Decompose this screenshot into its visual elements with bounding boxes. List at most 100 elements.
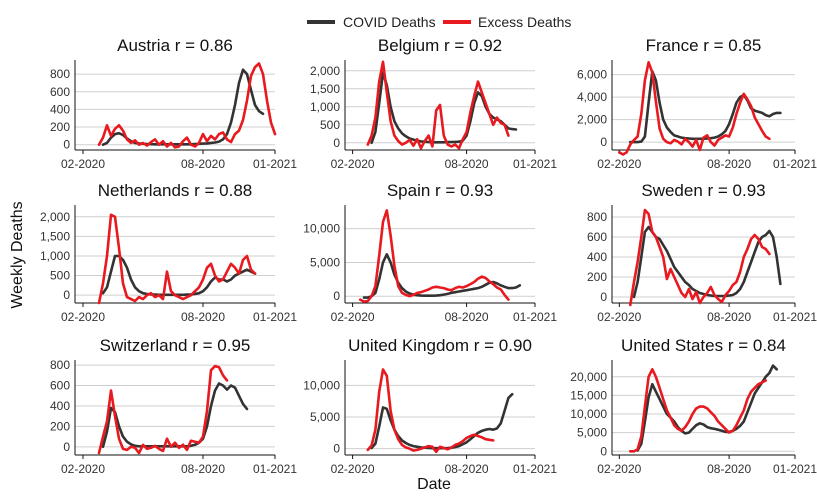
panel-title-united-kingdom: United Kingdom r = 0.90 bbox=[348, 336, 532, 355]
x-tick-label-sweden: 08-2020 bbox=[707, 310, 751, 324]
y-tick-label-netherlands: 2,000 bbox=[40, 210, 70, 224]
panel-netherlands: Netherlands r = 0.88 0 500 1,000 1,500 2,000 0… bbox=[40, 181, 297, 324]
y-tick-label-france: 4,000 bbox=[577, 90, 607, 104]
panel-title-austria: Austria r = 0.86 bbox=[117, 36, 233, 55]
y-tick-label-switzerland: 600 bbox=[50, 379, 70, 393]
y-tick-label-belgium: 500 bbox=[320, 118, 340, 132]
x-tick-label-netherlands: 01-2021 bbox=[253, 310, 297, 324]
x-tick-label-spain: 02-2020 bbox=[331, 310, 375, 324]
x-tick-label-united-kingdom: 08-2020 bbox=[445, 462, 489, 476]
panel-title-spain: Spain r = 0.93 bbox=[387, 181, 493, 200]
y-tick-label-netherlands: 500 bbox=[50, 269, 70, 283]
y-tick-label-united-states: 5,000 bbox=[577, 426, 607, 440]
y-tick-label-united-states: 10,000 bbox=[570, 407, 607, 421]
x-tick-label-spain: 01-2021 bbox=[513, 310, 557, 324]
x-tick-label-belgium: 08-2020 bbox=[445, 157, 489, 171]
y-tick-label-spain: 5,000 bbox=[310, 255, 340, 269]
y-axis-label: Weekly Deaths bbox=[9, 201, 26, 308]
x-tick-label-netherlands: 08-2020 bbox=[181, 310, 225, 324]
y-tick-label-switzerland: 0 bbox=[63, 440, 70, 454]
series-line-covid-deaths-sweden bbox=[632, 225, 782, 299]
y-tick-label-sweden: 400 bbox=[587, 250, 607, 264]
y-tick-label-austria: 0 bbox=[63, 138, 70, 152]
panel-belgium: Belgium r = 0.92 0 500 1,000 1,500 2,000 02-20… bbox=[310, 36, 557, 171]
y-tick-label-belgium: 2,000 bbox=[310, 64, 340, 78]
y-tick-label-switzerland: 800 bbox=[50, 358, 70, 372]
y-tick-label-france: 6,000 bbox=[577, 68, 607, 82]
series-line-covid-deaths-belgium bbox=[370, 71, 518, 145]
y-tick-label-belgium: 1,500 bbox=[310, 82, 340, 96]
x-tick-label-switzerland: 02-2020 bbox=[61, 462, 105, 476]
y-tick-label-france: 0 bbox=[600, 135, 607, 149]
x-tick-label-austria: 02-2020 bbox=[61, 157, 105, 171]
panel-austria: Austria r = 0.86 0 200 400 600 800 02-2020 08-2… bbox=[50, 36, 297, 171]
x-tick-label-netherlands: 02-2020 bbox=[61, 310, 105, 324]
series-line-excess-deaths-netherlands bbox=[97, 213, 257, 305]
series-line-covid-deaths-netherlands bbox=[101, 254, 257, 297]
panel-title-belgium: Belgium r = 0.92 bbox=[378, 36, 502, 55]
y-tick-label-united-states: 20,000 bbox=[570, 370, 607, 384]
y-tick-label-austria: 400 bbox=[50, 102, 70, 116]
legend-label-covid-deaths: COVID Deaths bbox=[343, 14, 436, 30]
series-line-covid-deaths-switzerland bbox=[101, 382, 249, 449]
y-tick-label-austria: 200 bbox=[50, 120, 70, 134]
y-tick-label-united-kingdom: 5,000 bbox=[310, 410, 340, 424]
y-tick-label-united-kingdom: 0 bbox=[333, 442, 340, 456]
legend-label-excess-deaths: Excess Deaths bbox=[478, 14, 571, 30]
legend: COVID Deaths Excess Deaths bbox=[307, 14, 571, 30]
x-tick-label-france: 08-2020 bbox=[707, 157, 751, 171]
series-line-excess-deaths-united-states bbox=[629, 368, 767, 453]
x-axis-label: Date bbox=[417, 476, 451, 493]
series-line-excess-deaths-belgium bbox=[366, 60, 510, 150]
x-tick-label-united-kingdom: 01-2021 bbox=[513, 462, 557, 476]
y-tick-label-france: 2,000 bbox=[577, 113, 607, 127]
y-tick-label-sweden: 800 bbox=[587, 210, 607, 224]
y-tick-label-austria: 800 bbox=[50, 67, 70, 81]
panel-united-kingdom: United Kingdom r = 0.90 0 5,000 10,000 02-20… bbox=[303, 336, 557, 476]
y-tick-label-netherlands: 0 bbox=[63, 288, 70, 302]
panel-title-switzerland: Switzerland r = 0.95 bbox=[100, 336, 251, 355]
y-tick-label-switzerland: 400 bbox=[50, 399, 70, 413]
panel-switzerland: Switzerland r = 0.95 0 200 400 600 800 02-2020… bbox=[50, 336, 297, 476]
series-line-covid-deaths-france bbox=[629, 70, 782, 144]
y-tick-label-spain: 0 bbox=[333, 289, 340, 303]
y-tick-label-united-states: 0 bbox=[600, 444, 607, 458]
panel-spain: Spain r = 0.93 0 5,000 10,000 02-2020 08-2020… bbox=[303, 181, 557, 324]
series-line-excess-deaths-united-kingdom bbox=[366, 368, 495, 454]
y-tick-label-united-states: 15,000 bbox=[570, 388, 607, 402]
series-line-covid-deaths-united-states bbox=[636, 364, 778, 452]
series-line-excess-deaths-france bbox=[618, 61, 771, 156]
x-tick-label-austria: 08-2020 bbox=[181, 157, 225, 171]
y-tick-label-belgium: 1,000 bbox=[310, 100, 340, 114]
x-tick-label-sweden: 02-2020 bbox=[597, 310, 641, 324]
x-tick-label-belgium: 01-2021 bbox=[513, 157, 557, 171]
y-tick-label-sweden: 600 bbox=[587, 230, 607, 244]
x-tick-label-switzerland: 08-2020 bbox=[181, 462, 225, 476]
panel-title-sweden: Sweden r = 0.93 bbox=[641, 181, 765, 200]
series-line-excess-deaths-switzerland bbox=[97, 364, 229, 455]
x-tick-label-united-states: 02-2020 bbox=[597, 462, 641, 476]
series-line-covid-deaths-austria bbox=[101, 68, 265, 146]
y-tick-label-netherlands: 1,000 bbox=[40, 249, 70, 263]
series-line-excess-deaths-spain bbox=[358, 209, 510, 303]
panel-france: France r = 0.85 0 2,000 4,000 6,000 02-2020 08… bbox=[577, 36, 817, 171]
series-line-excess-deaths-austria bbox=[97, 62, 277, 149]
panel-title-netherlands: Netherlands r = 0.88 bbox=[98, 181, 253, 200]
x-tick-label-sweden: 01-2021 bbox=[773, 310, 817, 324]
x-tick-label-spain: 08-2020 bbox=[445, 310, 489, 324]
y-tick-label-austria: 600 bbox=[50, 85, 70, 99]
panel-title-france: France r = 0.85 bbox=[646, 36, 762, 55]
y-tick-label-sweden: 0 bbox=[600, 290, 607, 304]
x-tick-label-united-states: 01-2021 bbox=[773, 462, 817, 476]
chart-panels: Austria r = 0.86 0 200 400 600 800 02-2020 08-2… bbox=[40, 36, 817, 476]
x-tick-label-austria: 01-2021 bbox=[253, 157, 297, 171]
x-tick-label-france: 01-2021 bbox=[773, 157, 817, 171]
y-tick-label-spain: 10,000 bbox=[303, 222, 340, 236]
panel-united-states: United States r = 0.84 0 5,000 10,000 15,000… bbox=[570, 336, 817, 476]
panel-sweden: Sweden r = 0.93 0 200 400 600 800 02-2020 08-20… bbox=[587, 181, 817, 324]
y-tick-label-belgium: 0 bbox=[333, 136, 340, 150]
y-tick-label-netherlands: 1,500 bbox=[40, 229, 70, 243]
x-tick-label-united-kingdom: 02-2020 bbox=[331, 462, 375, 476]
